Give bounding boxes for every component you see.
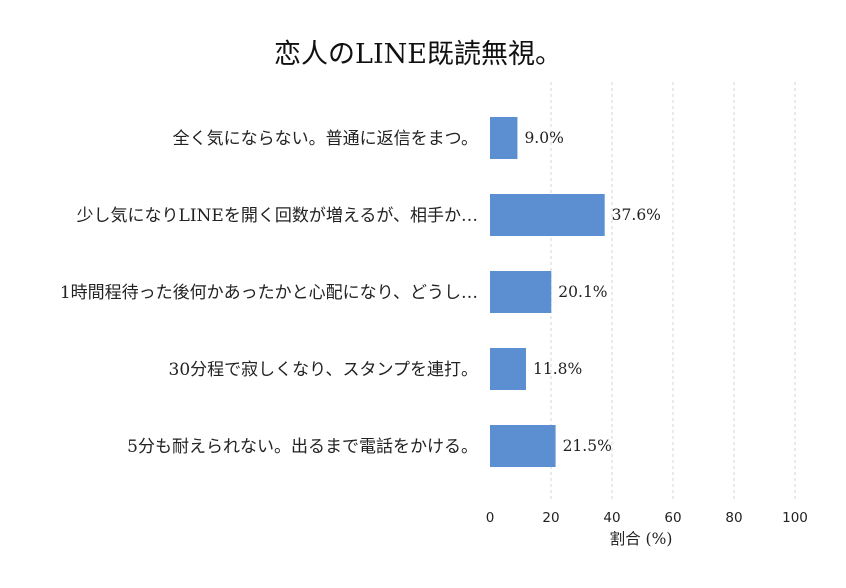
x-tick-label: 0 — [486, 510, 495, 526]
chart-title: 恋人のLINE既読無視。 — [274, 39, 562, 70]
value-label: 21.5% — [563, 437, 612, 455]
x-axis-label: 割合 (%) — [610, 530, 673, 548]
x-tick-label: 20 — [542, 510, 559, 526]
x-tick-label: 100 — [782, 510, 808, 526]
x-tick-labels: 0 20 40 60 80 100 — [486, 510, 808, 526]
value-label: 9.0% — [524, 129, 563, 147]
bar — [490, 117, 518, 159]
category-label: 30分程で寂しくなり、スタンプを連打。 — [169, 360, 478, 380]
bar — [490, 425, 556, 467]
category-label: 1時間程待った後何かあったかと心配になり、どうし… — [60, 283, 478, 303]
category-labels: 全く気にならない。普通に返信をまつ。少し気になりLINEを開く回数が増えるが、相… — [60, 129, 478, 457]
bar — [490, 194, 605, 236]
x-tick-label: 60 — [664, 510, 681, 526]
category-label: 少し気になりLINEを開く回数が増えるが、相手か… — [77, 206, 478, 226]
bar — [490, 348, 526, 390]
value-labels: 9.0% 37.6% 20.1% 11.8% 21.5% — [524, 129, 660, 455]
value-label: 11.8% — [533, 360, 582, 378]
value-label: 20.1% — [558, 283, 607, 301]
x-tick-label: 80 — [725, 510, 742, 526]
bar — [490, 271, 552, 313]
category-label: 全く気にならない。普通に返信をまつ。 — [173, 129, 478, 149]
category-label: 5分も耐えられない。出るまで電話をかける。 — [127, 437, 478, 457]
value-label: 37.6% — [612, 206, 661, 224]
x-tick-label: 40 — [603, 510, 620, 526]
bars — [490, 117, 605, 467]
